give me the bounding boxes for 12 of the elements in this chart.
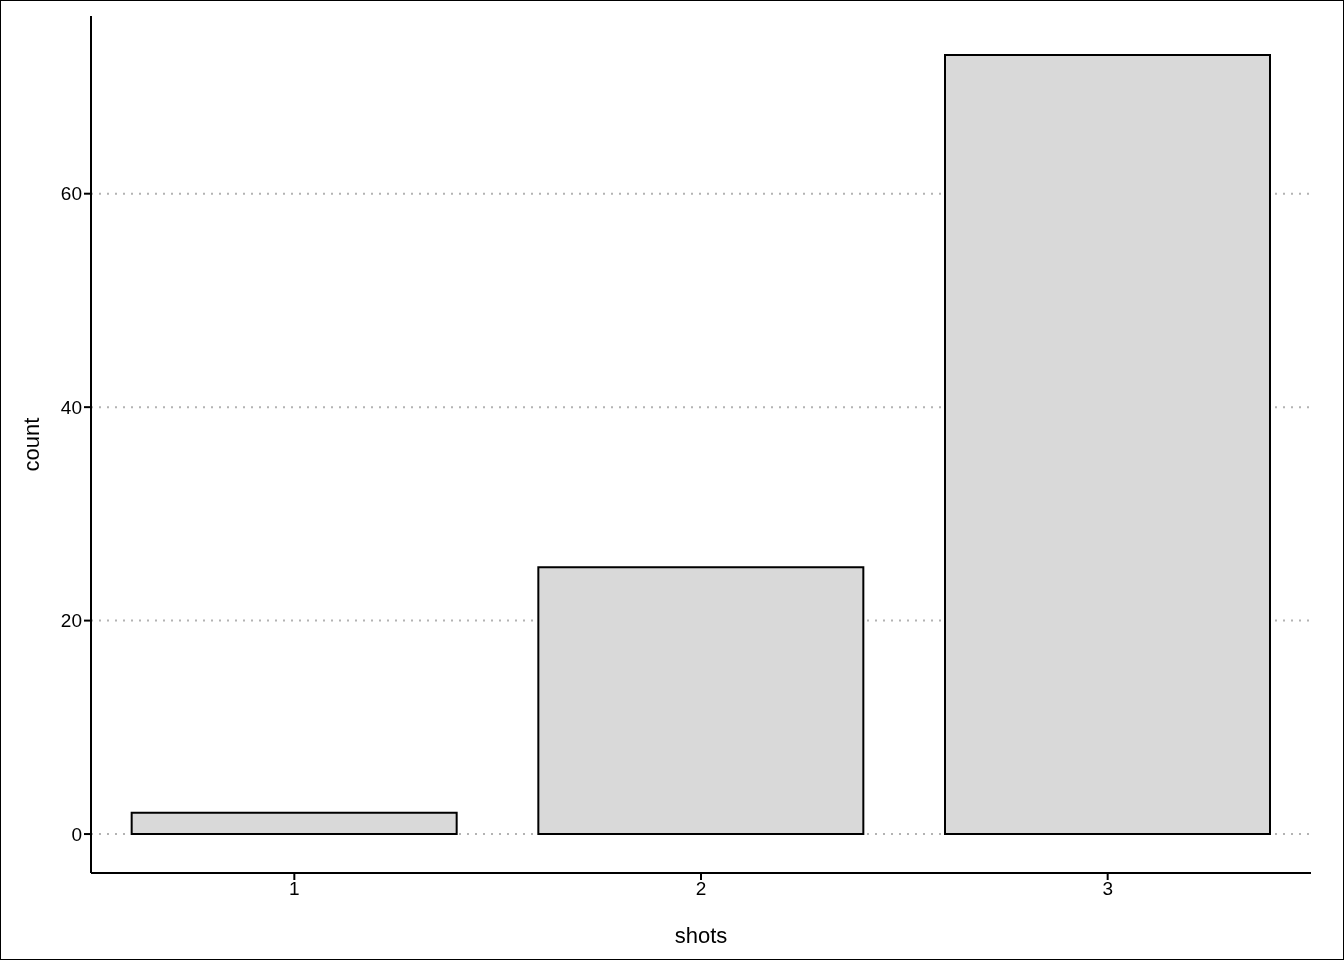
x-tick-label: 2 — [695, 878, 707, 900]
x-axis-title: shots — [674, 923, 728, 948]
bar — [130, 811, 458, 836]
y-tick-label: 40 — [60, 396, 82, 418]
x-tick-label: 1 — [289, 878, 300, 900]
bar — [537, 566, 865, 836]
y-tick-label: 60 — [60, 183, 82, 205]
y-tick-label: 0 — [71, 823, 82, 845]
y-tick-label: 20 — [60, 610, 82, 632]
x-tick-label: 3 — [1102, 878, 1113, 900]
y-axis-title: count — [18, 417, 44, 472]
bar — [944, 53, 1271, 836]
